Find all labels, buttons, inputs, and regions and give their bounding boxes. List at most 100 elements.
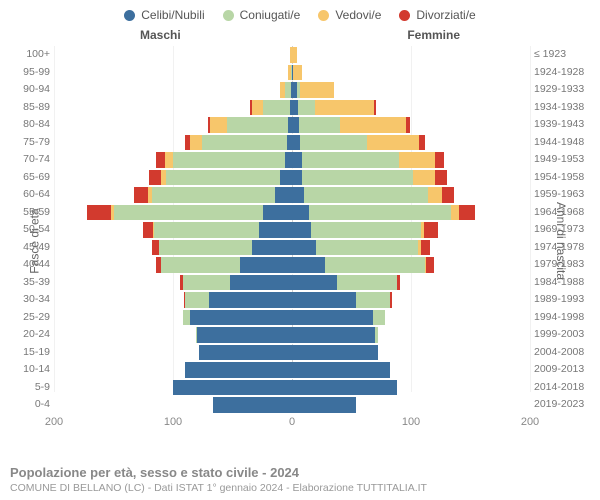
footer-title: Popolazione per età, sesso e stato civil… <box>10 465 590 480</box>
female-bar <box>292 187 530 203</box>
bar-area <box>54 187 530 203</box>
male-bar <box>54 47 292 63</box>
bar-area <box>54 205 530 221</box>
male-bar <box>54 397 292 413</box>
male-bar <box>54 82 292 98</box>
bar-segment <box>209 292 292 308</box>
birth-year-label: 1939-1943 <box>534 116 590 134</box>
bar-segment <box>292 380 397 396</box>
birth-year-label: 1954-1958 <box>534 169 590 187</box>
bar-segment <box>442 187 454 203</box>
header-male: Maschi <box>140 28 181 42</box>
bar-segment <box>390 292 392 308</box>
bar-segment <box>298 100 315 116</box>
population-pyramid-chart: Celibi/Nubili Coniugati/e Vedovi/e Divorzia… <box>0 0 600 500</box>
male-bar <box>54 292 292 308</box>
bar-segment <box>159 240 252 256</box>
birth-year-label: 1994-1998 <box>534 309 590 327</box>
bar-segment <box>451 205 458 221</box>
legend-swatch <box>223 10 234 21</box>
age-label: 95-99 <box>10 64 50 82</box>
age-label: 75-79 <box>10 134 50 152</box>
bar-segment <box>292 135 300 151</box>
male-bar <box>54 380 292 396</box>
age-row: 20-241999-2003 <box>54 326 530 344</box>
male-bar <box>54 257 292 273</box>
female-bar <box>292 345 530 361</box>
age-label: 80-84 <box>10 116 50 134</box>
bar-segment <box>292 152 302 168</box>
age-row: 70-741949-1953 <box>54 151 530 169</box>
bar-area <box>54 380 530 396</box>
birth-year-label: 2009-2013 <box>534 361 590 379</box>
bar-area <box>54 345 530 361</box>
bar-segment <box>165 152 173 168</box>
legend-swatch <box>124 10 135 21</box>
female-bar <box>292 240 530 256</box>
legend-label: Celibi/Nubili <box>141 8 204 22</box>
age-label: 20-24 <box>10 326 50 344</box>
bar-segment <box>202 135 288 151</box>
bar-area <box>54 47 530 63</box>
female-bar <box>292 380 530 396</box>
age-label: 90-94 <box>10 81 50 99</box>
gridline <box>530 46 531 392</box>
bar-segment <box>240 257 292 273</box>
female-bar <box>292 47 530 63</box>
age-row: 45-491974-1978 <box>54 239 530 257</box>
bar-area <box>54 240 530 256</box>
bar-segment <box>166 170 280 186</box>
bar-segment <box>459 205 476 221</box>
bar-segment <box>185 362 292 378</box>
bar-segment <box>185 292 209 308</box>
bar-segment <box>292 240 316 256</box>
bar-segment <box>356 292 389 308</box>
legend-item: Vedovi/e <box>318 8 381 22</box>
female-bar <box>292 257 530 273</box>
bar-area <box>54 82 530 98</box>
bar-segment <box>285 152 292 168</box>
birth-year-label: 1974-1978 <box>534 239 590 257</box>
bar-segment <box>292 310 373 326</box>
bar-segment <box>190 135 202 151</box>
bar-area <box>54 117 530 133</box>
bar-segment <box>316 240 418 256</box>
bar-segment <box>426 257 433 273</box>
bar-segment <box>292 327 375 343</box>
female-bar <box>292 310 530 326</box>
bar-area <box>54 100 530 116</box>
age-row: 65-691954-1958 <box>54 169 530 187</box>
x-tick: 100 <box>164 416 182 428</box>
bar-segment <box>300 82 333 98</box>
legend-item: Coniugati/e <box>223 8 301 22</box>
age-label: 65-69 <box>10 169 50 187</box>
bar-segment <box>275 187 292 203</box>
female-bar <box>292 275 530 291</box>
bar-segment <box>300 135 367 151</box>
bar-area <box>54 397 530 413</box>
footer-subtitle: COMUNE DI BELLANO (LC) - Dati ISTAT 1° g… <box>10 482 590 494</box>
bar-segment <box>311 222 420 238</box>
birth-year-label: 2014-2018 <box>534 379 590 397</box>
age-row: 15-192004-2008 <box>54 344 530 362</box>
bar-segment <box>435 152 445 168</box>
age-row: 30-341989-1993 <box>54 291 530 309</box>
bar-segment <box>315 100 375 116</box>
birth-year-label: 1984-1988 <box>534 274 590 292</box>
birth-year-label: 1964-1968 <box>534 204 590 222</box>
bar-segment <box>143 222 153 238</box>
bar-segment <box>397 275 401 291</box>
bar-segment <box>252 240 292 256</box>
birth-year-label: 1979-1983 <box>534 256 590 274</box>
bar-segment <box>149 170 161 186</box>
bar-segment <box>173 380 292 396</box>
age-row: 35-391984-1988 <box>54 274 530 292</box>
plot-area: Fasce di età Anni di nascita 100+≤ 19239… <box>10 46 590 436</box>
birth-year-label: 2019-2023 <box>534 396 590 414</box>
age-row: 0-42019-2023 <box>54 396 530 414</box>
male-bar <box>54 345 292 361</box>
male-bar <box>54 135 292 151</box>
legend-label: Divorziati/e <box>416 8 475 22</box>
bar-segment <box>367 135 419 151</box>
bar-segment <box>292 117 299 133</box>
